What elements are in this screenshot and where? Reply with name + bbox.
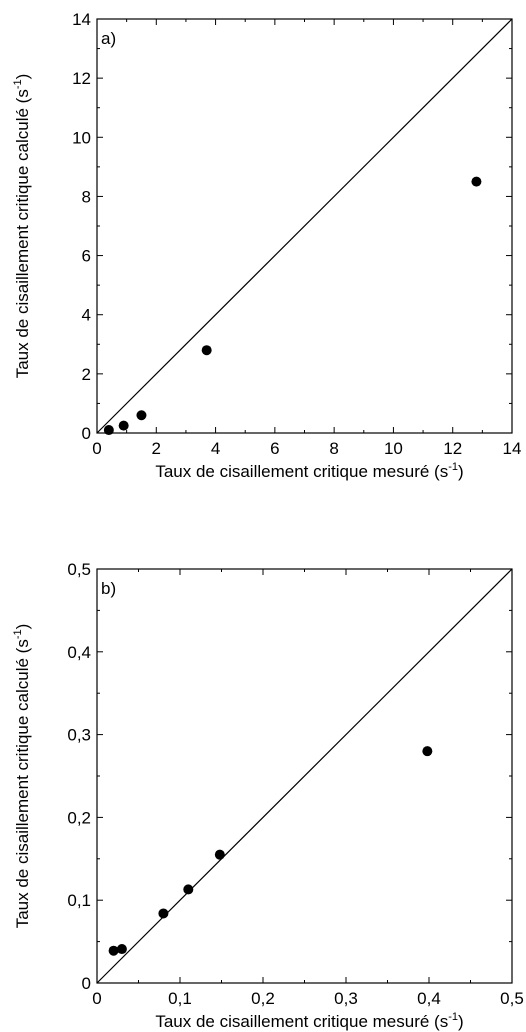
x-tick-label: 0 <box>92 989 101 1008</box>
x-tick-label: 12 <box>443 439 462 458</box>
y-tick-label: 4 <box>82 306 91 325</box>
y-tick-label: 0 <box>82 424 91 443</box>
y-axis-label: Taux de cisaillement critique calculé (s… <box>12 74 32 379</box>
data-point <box>422 746 433 757</box>
data-point <box>116 944 127 955</box>
y-tick-label: 0,2 <box>67 808 91 827</box>
reference-line <box>96 568 513 984</box>
y-tick-label: 12 <box>72 69 91 88</box>
x-axis-label: Taux de cisaillement critique mesuré (s-… <box>155 1011 463 1031</box>
chart-panel-1: 0 2 4 6 8 10 12 14 0 2 4 6 8 10 12 14 a) Taux de cisaille… <box>12 10 521 481</box>
x-tick-label: 14 <box>503 439 522 458</box>
data-point <box>471 176 482 187</box>
data-point <box>136 410 147 421</box>
y-tick-label: 0,5 <box>67 560 91 579</box>
data-point <box>158 908 169 919</box>
x-tick-label: 8 <box>329 439 338 458</box>
y-tick-label: 2 <box>82 365 91 384</box>
x-tick-label: 0,1 <box>168 989 192 1008</box>
x-tick-label: 4 <box>211 439 220 458</box>
y-tick-label: 0 <box>82 974 91 993</box>
y-tick-label: 0,1 <box>67 891 91 910</box>
data-point <box>214 849 225 860</box>
x-tick-label: 0,4 <box>417 989 441 1008</box>
x-tick-label: 0,2 <box>251 989 275 1008</box>
data-point <box>118 420 129 431</box>
y-tick-label: 0,4 <box>67 643 91 662</box>
x-tick-label: 0,3 <box>334 989 358 1008</box>
y-tick-label: 8 <box>82 187 91 206</box>
panel-label: b) <box>101 579 116 598</box>
panel-label: a) <box>101 29 116 48</box>
x-tick-label: 6 <box>270 439 279 458</box>
x-tick-label: 0,5 <box>500 989 524 1008</box>
x-axis-label: Taux de cisaillement critique mesuré (s-… <box>155 461 463 481</box>
x-tick-label: 2 <box>152 439 161 458</box>
y-tick-label: 10 <box>72 128 91 147</box>
x-tick-label: 0 <box>92 439 101 458</box>
data-point <box>201 345 212 356</box>
chart-panel-2: 0 0,1 0,2 0,3 0,4 0,5 0 0,1 0,2 0,3 0,4 0,5 b) Taux d… <box>12 560 524 1031</box>
x-tick-label: 10 <box>384 439 403 458</box>
reference-line <box>96 18 513 434</box>
data-point <box>183 884 194 895</box>
y-tick-label: 0,3 <box>67 726 91 745</box>
data-point <box>103 425 114 436</box>
y-tick-label: 14 <box>72 10 91 29</box>
y-tick-label: 6 <box>82 247 91 266</box>
data-point <box>108 945 119 956</box>
y-axis-label: Taux de cisaillement critique calculé (s… <box>12 624 32 929</box>
